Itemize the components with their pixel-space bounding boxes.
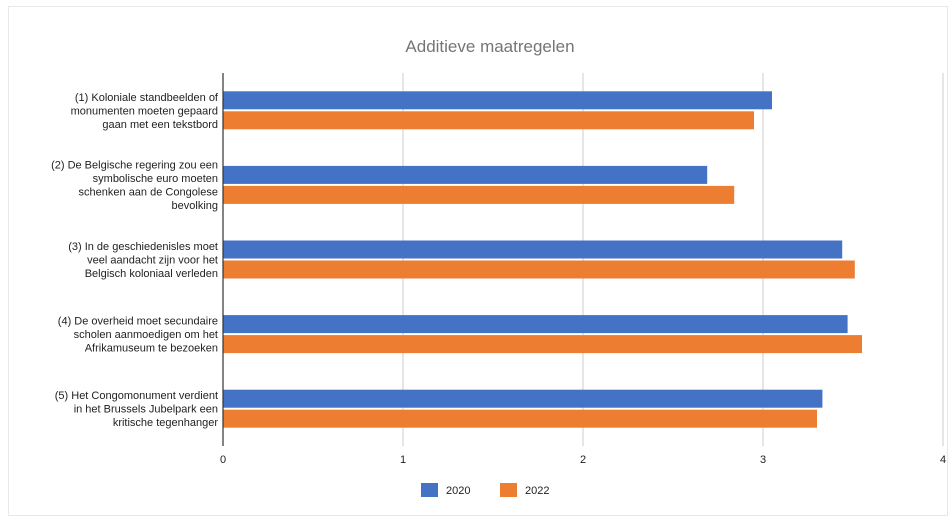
gridlines (402, 73, 944, 446)
bar-2022-1 (223, 111, 754, 130)
legend-label-2022: 2022 (525, 485, 549, 497)
x-tick-label: 3 (760, 454, 766, 466)
bar-2020-4 (223, 315, 848, 334)
bar-2022-4 (223, 335, 862, 354)
x-tick-label: 4 (940, 454, 946, 466)
bar-2020-3 (223, 240, 843, 259)
bar-2020-1 (223, 91, 772, 110)
legend-label-2020: 2020 (446, 485, 470, 497)
bar-2020-5 (223, 389, 823, 408)
category-label-1: (1) Koloniale standbeelden of monumenten … (71, 92, 219, 131)
category-label-3: (3) In de geschiedenisles moet veel aanda… (68, 241, 218, 280)
category-label-2: (2) De Belgische regering zou een symboli… (51, 160, 218, 213)
bar-2022-5 (223, 409, 817, 428)
legend-swatch-2022 (500, 483, 517, 497)
bar-2020-2 (223, 165, 708, 184)
legend-swatch-2020 (421, 483, 438, 497)
category-label-5: (5) Het Congomonument verdient in het Bru… (55, 390, 219, 429)
category-labels: (1) Koloniale standbeelden of monumenten … (51, 92, 219, 429)
x-tick-label: 0 (220, 454, 226, 466)
chart-frame (8, 6, 948, 516)
x-tick-label: 1 (400, 454, 406, 466)
x-tick-labels: 0 1 2 3 4 (220, 454, 946, 466)
bar-2022-3 (223, 260, 855, 279)
category-label-4: (4) De overheid moet secundaire scholen a… (58, 316, 218, 355)
legend: 2020 2022 (421, 483, 549, 497)
bars (223, 91, 862, 428)
x-tick-label: 2 (580, 454, 586, 466)
chart-title: Additieve maatregelen (405, 37, 574, 56)
bar-2022-2 (223, 185, 735, 204)
